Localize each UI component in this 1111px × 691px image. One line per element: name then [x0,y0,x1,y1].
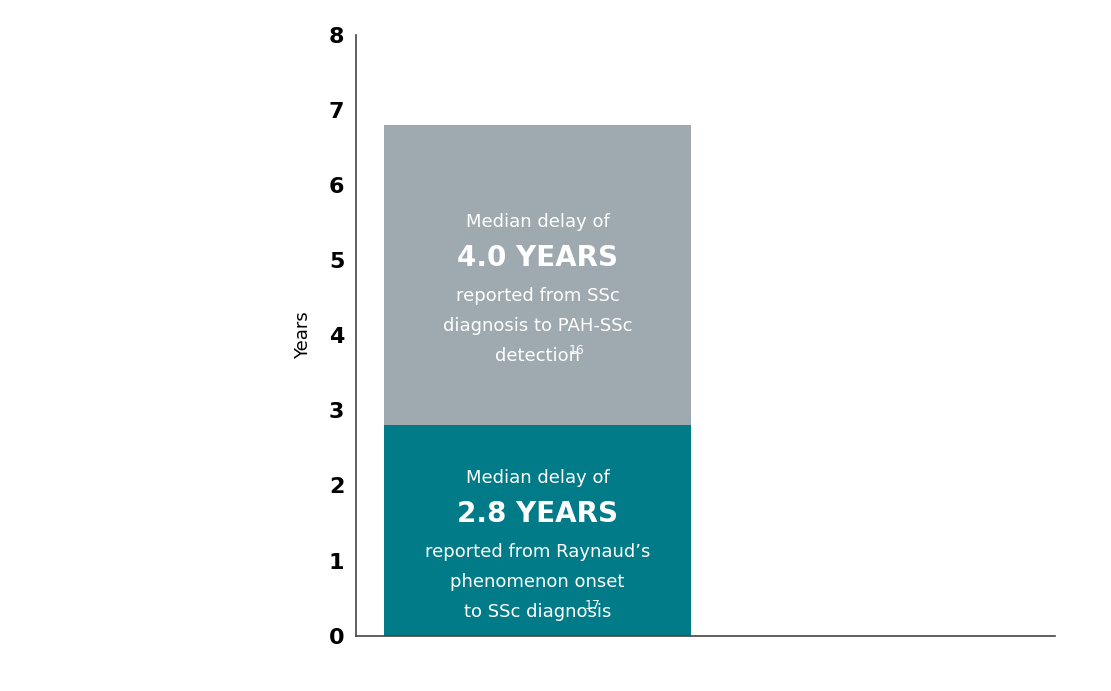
Text: Median delay of: Median delay of [466,214,609,231]
Text: phenomenon onset: phenomenon onset [450,573,624,591]
Bar [383,426,691,636]
Text: reported from SSc: reported from SSc [456,287,619,305]
Text: diagnosis to PAH-SSc: diagnosis to PAH-SSc [443,317,632,335]
Text: 17: 17 [585,599,601,612]
Text: to SSc diagnosis: to SSc diagnosis [463,603,611,621]
Text: reported from Raynaud’s: reported from Raynaud’s [424,542,650,560]
Bar [383,125,691,426]
Y-axis label: Years: Years [294,311,312,359]
Text: detection: detection [496,347,580,365]
Text: 4.0 YEARS: 4.0 YEARS [457,245,618,272]
Text: 2.8 YEARS: 2.8 YEARS [457,500,618,528]
Text: Median delay of: Median delay of [466,469,609,487]
Text: 16: 16 [569,343,584,357]
